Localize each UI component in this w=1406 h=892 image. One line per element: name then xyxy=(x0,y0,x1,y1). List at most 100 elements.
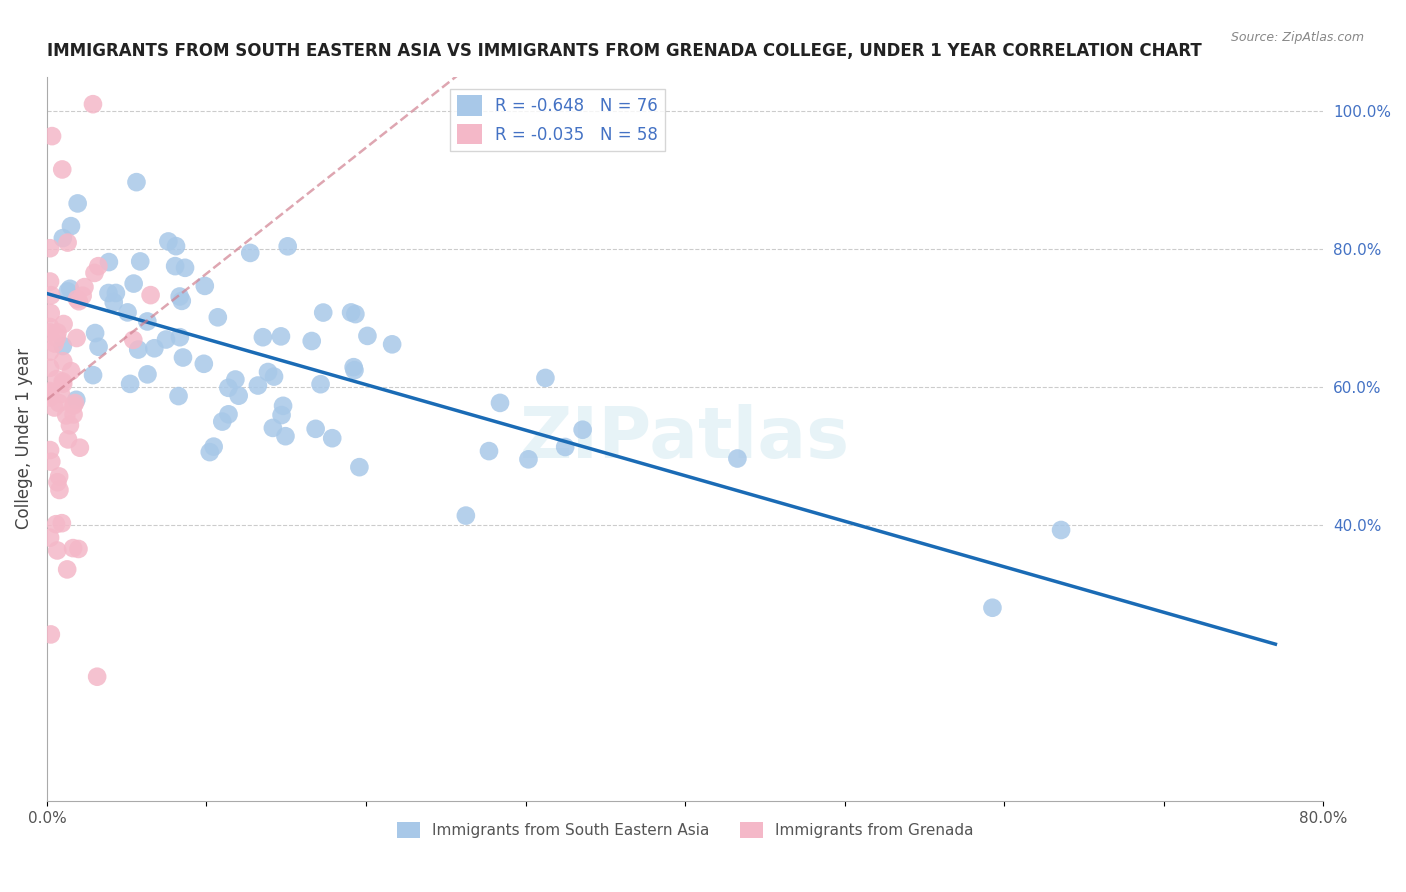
Point xyxy=(65,331,87,345)
Point xyxy=(981,600,1004,615)
Point xyxy=(104,285,127,300)
Point xyxy=(59,282,82,296)
Point xyxy=(155,333,177,347)
Point xyxy=(270,329,292,343)
Point xyxy=(48,483,70,497)
Point xyxy=(48,396,70,410)
Point xyxy=(52,354,75,368)
Point xyxy=(39,391,62,405)
Point xyxy=(52,339,75,353)
Point xyxy=(83,266,105,280)
Point xyxy=(51,162,73,177)
Point xyxy=(62,541,84,555)
Point xyxy=(39,241,62,255)
Point xyxy=(534,371,557,385)
Point xyxy=(82,97,104,112)
Point xyxy=(66,292,89,306)
Point xyxy=(228,389,250,403)
Point xyxy=(73,280,96,294)
Point xyxy=(39,306,62,320)
Point xyxy=(66,196,89,211)
Point xyxy=(44,336,66,351)
Point xyxy=(271,399,294,413)
Point xyxy=(270,408,292,422)
Point xyxy=(65,392,87,407)
Point xyxy=(207,310,229,325)
Point xyxy=(63,396,86,410)
Point xyxy=(312,305,335,319)
Point xyxy=(356,329,378,343)
Point xyxy=(167,389,190,403)
Point xyxy=(309,377,332,392)
Point xyxy=(165,259,187,273)
Point xyxy=(39,387,62,401)
Point xyxy=(172,351,194,365)
Point xyxy=(136,314,159,328)
Point xyxy=(52,376,75,391)
Point xyxy=(454,508,477,523)
Point xyxy=(39,360,62,375)
Point xyxy=(39,384,62,398)
Point xyxy=(72,289,94,303)
Point xyxy=(202,440,225,454)
Point xyxy=(136,368,159,382)
Point xyxy=(381,337,404,351)
Point xyxy=(217,381,239,395)
Point xyxy=(56,562,79,576)
Point xyxy=(169,330,191,344)
Point xyxy=(39,288,62,302)
Point xyxy=(725,451,748,466)
Point xyxy=(489,396,512,410)
Point xyxy=(174,260,197,275)
Point xyxy=(554,440,576,454)
Point xyxy=(246,378,269,392)
Point xyxy=(517,452,540,467)
Point xyxy=(478,444,501,458)
Point xyxy=(239,246,262,260)
Point xyxy=(170,293,193,308)
Point xyxy=(343,360,366,375)
Point xyxy=(41,129,63,144)
Point xyxy=(39,320,62,334)
Point xyxy=(274,429,297,443)
Point xyxy=(304,422,326,436)
Point xyxy=(127,343,149,357)
Point xyxy=(224,372,246,386)
Point xyxy=(218,407,240,421)
Point xyxy=(52,375,75,389)
Point xyxy=(571,423,593,437)
Point xyxy=(87,340,110,354)
Point xyxy=(62,399,84,413)
Point xyxy=(52,317,75,331)
Point xyxy=(198,445,221,459)
Point xyxy=(39,326,62,340)
Point xyxy=(87,259,110,273)
Point xyxy=(39,275,62,289)
Point xyxy=(59,418,82,433)
Y-axis label: College, Under 1 year: College, Under 1 year xyxy=(15,348,32,529)
Point xyxy=(211,415,233,429)
Point xyxy=(252,330,274,344)
Point xyxy=(1050,523,1073,537)
Point xyxy=(301,334,323,348)
Point xyxy=(321,431,343,445)
Point xyxy=(129,254,152,268)
Point xyxy=(343,363,366,377)
Point xyxy=(117,305,139,319)
Point xyxy=(122,333,145,347)
Point xyxy=(157,235,180,249)
Point xyxy=(340,305,363,319)
Point xyxy=(97,285,120,300)
Point xyxy=(62,408,84,422)
Point xyxy=(39,385,62,400)
Point xyxy=(67,541,90,556)
Point xyxy=(60,364,83,378)
Point xyxy=(46,543,69,558)
Point xyxy=(69,441,91,455)
Point xyxy=(103,295,125,310)
Point xyxy=(344,307,367,321)
Point xyxy=(46,475,69,490)
Point xyxy=(44,401,66,415)
Text: ZIPatlas: ZIPatlas xyxy=(520,404,851,474)
Point xyxy=(39,627,62,641)
